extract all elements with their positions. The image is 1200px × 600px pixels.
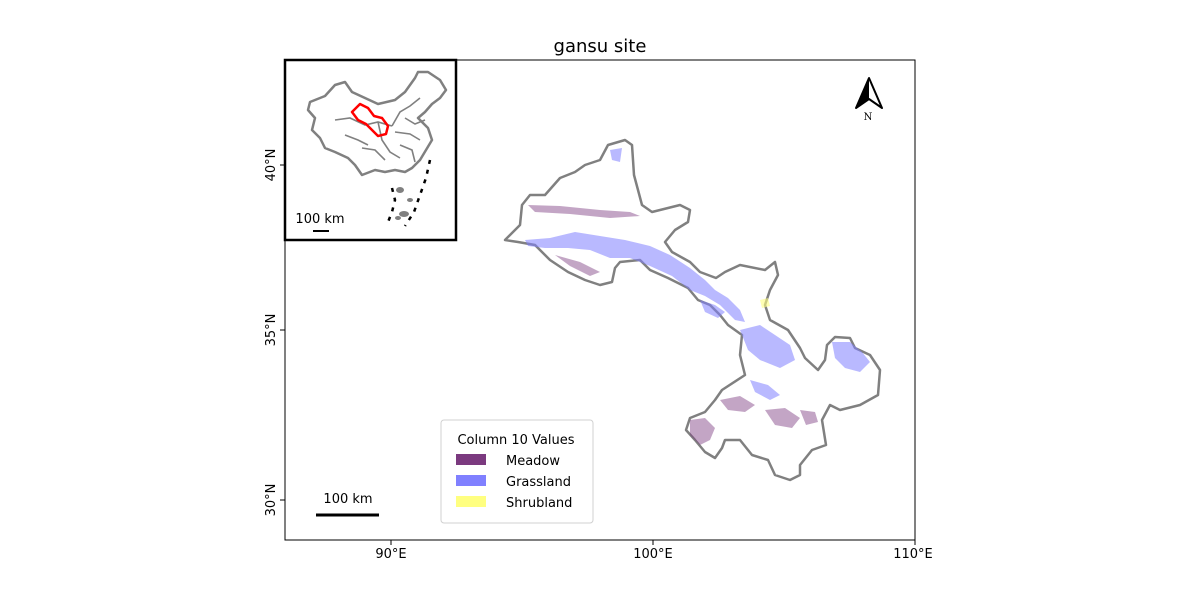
meadow-patches — [528, 205, 818, 445]
y-tick-label: 35°N — [264, 314, 279, 347]
x-tick-label: 90°E — [375, 547, 406, 562]
legend-swatch-shrubland — [456, 496, 486, 507]
legend-swatch-grassland — [456, 475, 486, 486]
legend-title: Column 10 Values — [457, 433, 574, 448]
north-label: N — [864, 112, 873, 123]
legend-label-grassland: Grassland — [506, 475, 571, 490]
legend-label-shrubland: Shrubland — [506, 496, 572, 511]
shrubland-patches — [760, 298, 770, 308]
province-lines — [334, 97, 426, 163]
gansu-highlight — [350, 102, 390, 138]
islands — [395, 187, 413, 220]
north-arrow: N — [855, 77, 883, 123]
south-china-sea-line — [386, 159, 432, 227]
inset-scale-bar-label: 100 km — [295, 212, 344, 227]
y-axis: 30°N 35°N 40°N — [264, 149, 285, 517]
china-outline — [306, 70, 448, 177]
legend: Column 10 Values Meadow Grassland Shrubl… — [440, 419, 594, 524]
scale-bar: 100 km — [316, 492, 379, 517]
x-tick-label: 100°E — [633, 547, 673, 562]
inset-map: 100 km — [283, 58, 458, 242]
y-tick-label: 40°N — [264, 149, 279, 182]
x-axis: 90°E 100°E 110°E — [375, 540, 933, 562]
legend-swatch-meadow — [456, 454, 486, 465]
map-title: gansu site — [554, 36, 647, 57]
y-tick-label: 30°N — [264, 484, 279, 517]
x-tick-label: 110°E — [893, 547, 933, 562]
scale-bar-label: 100 km — [323, 492, 372, 507]
grassland-patches — [525, 148, 870, 400]
legend-label-meadow: Meadow — [506, 454, 560, 469]
